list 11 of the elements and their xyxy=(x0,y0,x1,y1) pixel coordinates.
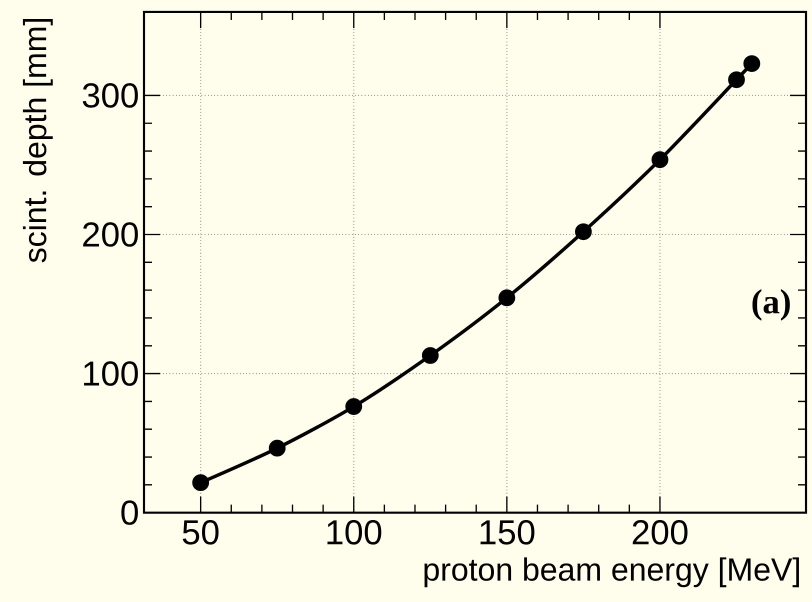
y-tick-label: 200 xyxy=(83,222,138,247)
y-tick-label: 100 xyxy=(84,361,138,386)
annotation: (a) xyxy=(752,289,790,321)
x-tick-label: 100 xyxy=(327,520,382,545)
y-tick-label: 0 xyxy=(121,500,138,525)
x-tick-label: 150 xyxy=(480,520,534,545)
x-tick-label: 200 xyxy=(632,520,688,545)
x-tick-label: 50 xyxy=(182,520,219,545)
y-tick-label: 300 xyxy=(82,83,138,108)
x-axis-title: proton beam energy [MeV] xyxy=(424,557,799,588)
y-axis-title: scint. depth [mm] xyxy=(22,19,53,262)
